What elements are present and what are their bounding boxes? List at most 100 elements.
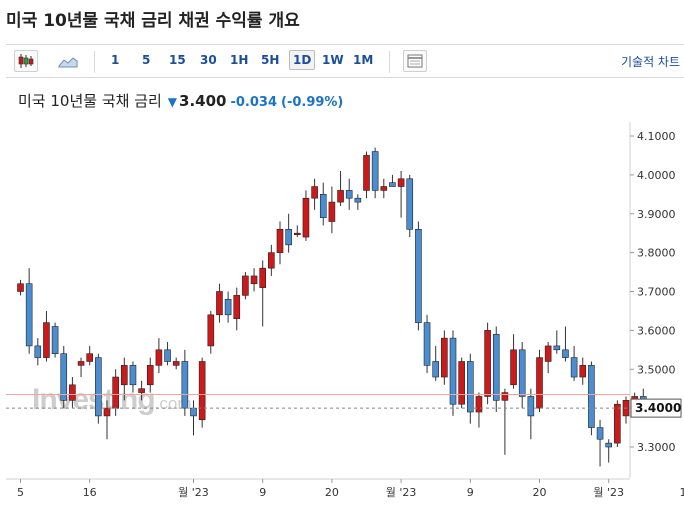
candle-body bbox=[510, 349, 517, 386]
candle-body bbox=[328, 201, 336, 222]
candle bbox=[544, 342, 552, 374]
candle bbox=[466, 353, 474, 424]
chart-grid bbox=[6, 122, 631, 480]
candle bbox=[397, 170, 405, 218]
instrument-name: 미국 10년물 국채 금리 bbox=[18, 92, 162, 110]
candle bbox=[363, 151, 370, 199]
candle bbox=[129, 361, 137, 393]
candle bbox=[146, 357, 154, 393]
x-tick-label: 9 bbox=[259, 486, 266, 499]
candle-body bbox=[121, 365, 128, 386]
candle bbox=[492, 326, 500, 413]
candle bbox=[605, 439, 613, 463]
candle-body bbox=[458, 361, 465, 405]
candle bbox=[553, 330, 561, 354]
candle-body bbox=[389, 182, 396, 187]
candle bbox=[164, 342, 171, 366]
timeframe-1d[interactable]: 1D bbox=[289, 50, 316, 70]
candle-body bbox=[492, 333, 500, 401]
candle bbox=[138, 380, 145, 401]
timeframe-1[interactable]: 1 bbox=[111, 53, 120, 67]
last-price-marker: 3.4000 bbox=[6, 394, 682, 418]
candle-body bbox=[268, 252, 275, 269]
timeframe-1h[interactable]: 1H bbox=[230, 53, 249, 67]
candle bbox=[441, 330, 448, 385]
candle-body bbox=[293, 232, 301, 235]
candle-body bbox=[501, 392, 509, 401]
candle-body bbox=[138, 388, 145, 393]
candle-body bbox=[259, 267, 267, 288]
candle-body bbox=[319, 194, 327, 218]
x-tick-label: 20 bbox=[325, 486, 339, 499]
candle-body bbox=[536, 357, 543, 409]
candle bbox=[207, 310, 215, 354]
candle-body bbox=[77, 361, 85, 366]
candle-body bbox=[432, 361, 440, 378]
candle bbox=[181, 349, 189, 416]
candle bbox=[449, 330, 457, 416]
data-table-icon[interactable] bbox=[403, 50, 427, 72]
candle bbox=[311, 178, 318, 210]
candle bbox=[415, 221, 422, 331]
candle bbox=[596, 419, 604, 467]
candle bbox=[86, 345, 93, 366]
timeframe-1m[interactable]: 1M bbox=[353, 53, 374, 67]
y-tick-label: 3.5000 bbox=[637, 363, 676, 376]
quote-header: 미국 10년물 국채 금리 ▼ 3.400 -0.034 (-0.99%) bbox=[18, 90, 343, 111]
candle bbox=[518, 342, 526, 409]
candle bbox=[60, 345, 68, 409]
candle bbox=[250, 268, 258, 292]
candle bbox=[17, 279, 24, 296]
candle-body bbox=[190, 407, 197, 417]
candle bbox=[285, 213, 292, 253]
x-axis: 5 16 월 '23 9 20 월 '23 9 20 월 '23 11 bbox=[17, 479, 684, 499]
x-tick-label: 9 bbox=[467, 486, 474, 499]
candle bbox=[190, 400, 197, 436]
candle-body bbox=[570, 357, 578, 378]
candle-body bbox=[484, 330, 491, 397]
area-chart-icon[interactable] bbox=[56, 50, 80, 72]
candle-body bbox=[527, 396, 535, 417]
timeframe-30[interactable]: 30 bbox=[200, 53, 217, 67]
technical-chart-link[interactable]: 기술적 차트 bbox=[620, 55, 680, 69]
candle bbox=[588, 361, 595, 436]
candle-body bbox=[155, 349, 163, 366]
candle bbox=[198, 357, 206, 428]
candle-body bbox=[17, 283, 24, 292]
watermark-brand: Investing bbox=[32, 383, 156, 416]
candle-body bbox=[34, 345, 42, 358]
candle-body bbox=[103, 407, 111, 417]
candle-body bbox=[60, 353, 68, 401]
candle bbox=[121, 357, 128, 401]
page-title: 미국 10년물 국채 금리 채권 수익률 개요 bbox=[6, 11, 300, 31]
candle bbox=[95, 353, 102, 424]
candle-body bbox=[86, 353, 93, 362]
candle-body bbox=[466, 361, 474, 413]
x-tick-label: 16 bbox=[83, 486, 97, 499]
candle bbox=[423, 314, 431, 374]
candle-body bbox=[164, 349, 171, 362]
timeframe-1w[interactable]: 1W bbox=[322, 53, 344, 67]
candle bbox=[354, 194, 362, 210]
y-tick-label: 3.8000 bbox=[637, 247, 676, 260]
candle bbox=[527, 388, 535, 440]
candle bbox=[389, 174, 396, 187]
candle-body bbox=[449, 337, 457, 405]
timeframe-15[interactable]: 15 bbox=[169, 53, 186, 67]
candle bbox=[406, 174, 414, 238]
candle bbox=[69, 377, 76, 409]
candle-body bbox=[337, 190, 344, 203]
candle bbox=[614, 400, 621, 447]
x-tick-label: 11 bbox=[680, 486, 684, 499]
candles bbox=[17, 147, 647, 467]
candle-body bbox=[311, 186, 318, 199]
timeframe-5h[interactable]: 5H bbox=[261, 53, 280, 67]
candle bbox=[276, 221, 284, 265]
candle bbox=[484, 322, 491, 405]
timeframe-5[interactable]: 5 bbox=[142, 53, 151, 67]
candlestick-chart-icon[interactable] bbox=[14, 50, 38, 72]
candle bbox=[103, 400, 111, 440]
candle bbox=[155, 338, 163, 374]
x-tick-label: 월 '23 bbox=[178, 486, 209, 499]
